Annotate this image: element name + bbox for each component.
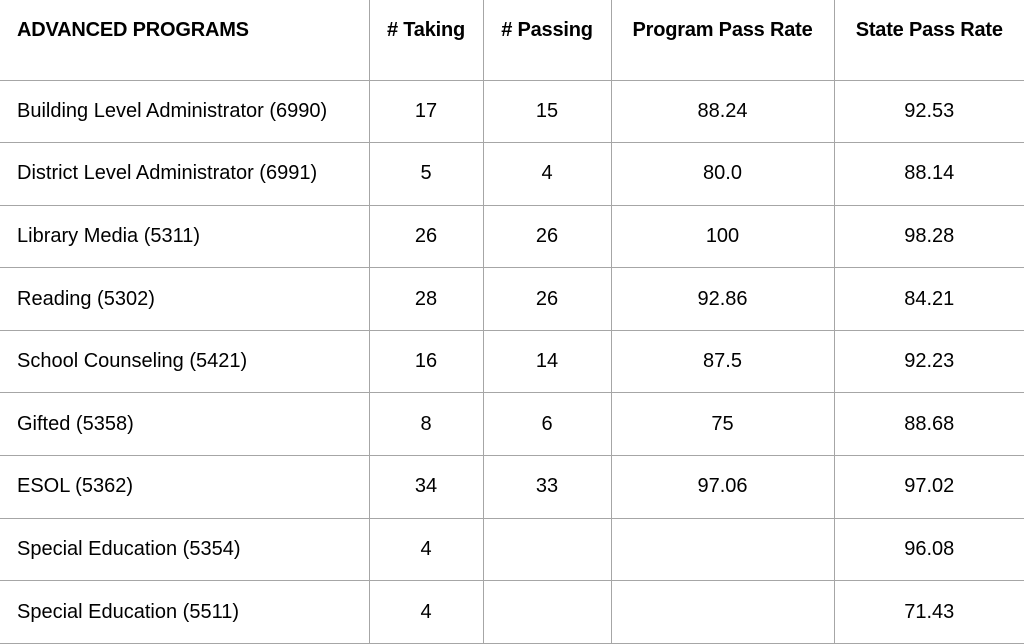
table-header-row: ADVANCED PROGRAMS # Taking # Passing Pro… [0,0,1024,81]
program-name-cell: Building Level Administrator (6990) [0,79,370,144]
passing-cell [482,517,612,582]
program-pass-rate-cell: 92.86 [610,267,835,331]
passing-cell [482,580,612,644]
program-pass-rate-cell [610,580,835,644]
program-pass-rate-cell: 87.5 [610,329,835,394]
passing-cell: 33 [482,455,612,519]
table-row: Library Media (5311) 26 26 100 98.28 [0,204,1024,269]
program-pass-rate-cell: 75 [610,392,835,457]
program-name-cell: Reading (5302) [0,267,370,331]
table-row: District Level Administrator (6991) 5 4 … [0,142,1024,206]
program-name-cell: ESOL (5362) [0,455,370,519]
taking-cell: 28 [368,267,484,331]
table-row: Special Education (5511) 4 71.43 [0,580,1024,644]
table-row: Gifted (5358) 8 6 75 88.68 [0,392,1024,457]
header-passing: # Passing [482,0,612,81]
program-name-cell: Special Education (5354) [0,517,370,582]
header-taking: # Taking [368,0,484,81]
passing-cell: 14 [482,329,612,394]
passing-cell: 26 [482,204,612,269]
passing-cell: 26 [482,267,612,331]
taking-cell: 17 [368,79,484,144]
program-name-cell: Gifted (5358) [0,392,370,457]
passing-cell: 4 [482,142,612,206]
program-name-cell: Library Media (5311) [0,204,370,269]
state-pass-rate-cell: 84.21 [833,267,1024,331]
program-pass-rate-cell: 88.24 [610,79,835,144]
state-pass-rate-cell: 92.53 [833,79,1024,144]
program-pass-rate-cell: 97.06 [610,455,835,519]
taking-cell: 34 [368,455,484,519]
passing-cell: 15 [482,79,612,144]
header-program-pass-rate: Program Pass Rate [610,0,835,81]
state-pass-rate-cell: 88.14 [833,142,1024,206]
header-advanced-programs: ADVANCED PROGRAMS [0,0,370,81]
program-pass-rate-cell: 80.0 [610,142,835,206]
taking-cell: 4 [368,517,484,582]
program-name-cell: School Counseling (5421) [0,329,370,394]
program-name-cell: Special Education (5511) [0,580,370,644]
taking-cell: 8 [368,392,484,457]
table-row: Special Education (5354) 4 96.08 [0,517,1024,582]
taking-cell: 4 [368,580,484,644]
program-pass-rate-cell: 100 [610,204,835,269]
state-pass-rate-cell: 92.23 [833,329,1024,394]
table-row: ESOL (5362) 34 33 97.06 97.02 [0,455,1024,519]
state-pass-rate-cell: 97.02 [833,455,1024,519]
state-pass-rate-cell: 98.28 [833,204,1024,269]
program-name-cell: District Level Administrator (6991) [0,142,370,206]
table-row: Reading (5302) 28 26 92.86 84.21 [0,267,1024,331]
state-pass-rate-cell: 88.68 [833,392,1024,457]
table-row: Building Level Administrator (6990) 17 1… [0,79,1024,144]
state-pass-rate-cell: 96.08 [833,517,1024,582]
passing-cell: 6 [482,392,612,457]
table-row: School Counseling (5421) 16 14 87.5 92.2… [0,329,1024,394]
taking-cell: 26 [368,204,484,269]
taking-cell: 5 [368,142,484,206]
program-pass-rate-cell [610,517,835,582]
state-pass-rate-cell: 71.43 [833,580,1024,644]
taking-cell: 16 [368,329,484,394]
header-state-pass-rate: State Pass Rate [833,0,1024,81]
